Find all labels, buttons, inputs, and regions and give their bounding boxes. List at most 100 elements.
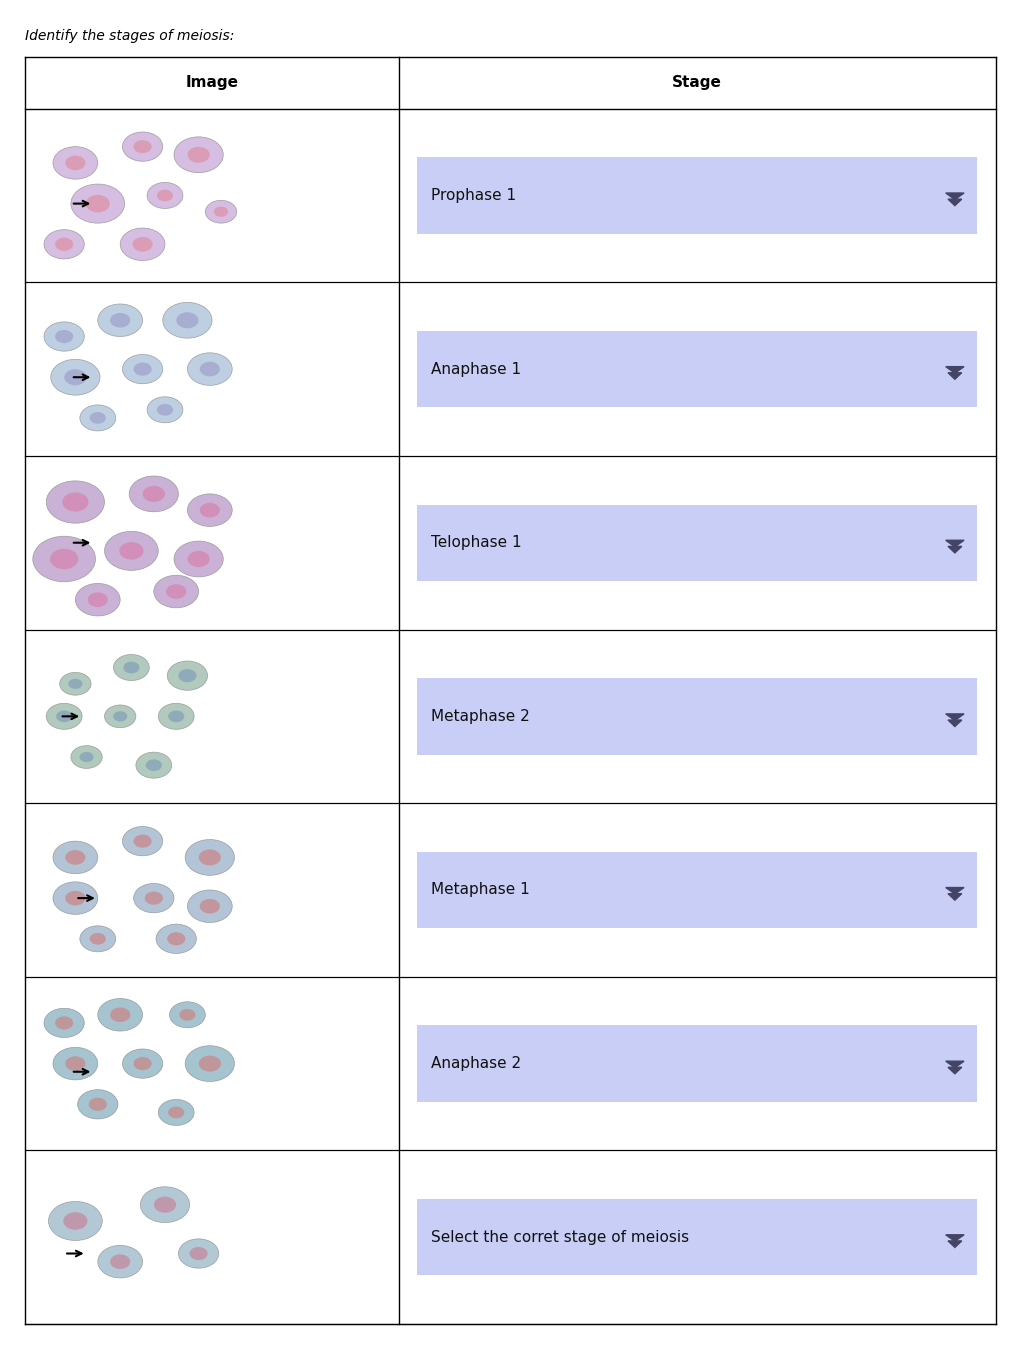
FancyBboxPatch shape <box>417 158 977 234</box>
Circle shape <box>187 551 210 568</box>
Circle shape <box>79 752 94 762</box>
Polygon shape <box>948 546 962 553</box>
Circle shape <box>187 494 232 527</box>
Text: Telophase 1: Telophase 1 <box>431 535 521 550</box>
Circle shape <box>53 841 98 873</box>
Circle shape <box>200 361 220 376</box>
Circle shape <box>86 194 110 212</box>
Circle shape <box>64 369 87 386</box>
Circle shape <box>53 147 98 179</box>
Polygon shape <box>948 720 962 727</box>
Circle shape <box>71 185 124 223</box>
FancyBboxPatch shape <box>417 1199 977 1275</box>
FancyBboxPatch shape <box>417 505 977 581</box>
Circle shape <box>158 1100 194 1126</box>
Circle shape <box>133 884 174 913</box>
Circle shape <box>110 1008 130 1023</box>
Polygon shape <box>946 888 964 894</box>
Circle shape <box>105 705 135 728</box>
Circle shape <box>65 891 86 906</box>
Circle shape <box>133 835 152 847</box>
Circle shape <box>65 156 86 170</box>
Circle shape <box>63 1213 88 1230</box>
Circle shape <box>122 1048 163 1078</box>
Text: Image: Image <box>185 75 238 91</box>
FancyBboxPatch shape <box>417 678 977 755</box>
FancyBboxPatch shape <box>417 1025 977 1101</box>
Circle shape <box>53 881 98 914</box>
Circle shape <box>98 304 143 337</box>
Polygon shape <box>948 1241 962 1248</box>
FancyBboxPatch shape <box>417 851 977 928</box>
Circle shape <box>167 932 185 945</box>
Circle shape <box>44 322 84 352</box>
Polygon shape <box>946 714 964 720</box>
Circle shape <box>133 363 152 376</box>
Circle shape <box>147 397 183 422</box>
Circle shape <box>145 891 163 904</box>
Circle shape <box>187 147 210 163</box>
Circle shape <box>65 850 86 865</box>
Circle shape <box>199 849 221 865</box>
Text: Metaphase 1: Metaphase 1 <box>431 883 529 898</box>
Circle shape <box>157 190 173 201</box>
Circle shape <box>90 411 106 424</box>
Circle shape <box>110 1255 130 1268</box>
Circle shape <box>60 672 91 695</box>
Circle shape <box>206 201 237 223</box>
Circle shape <box>157 403 173 416</box>
Circle shape <box>79 405 116 430</box>
Text: Prophase 1: Prophase 1 <box>431 187 516 202</box>
Circle shape <box>55 330 73 344</box>
Circle shape <box>187 889 232 922</box>
Circle shape <box>122 132 163 162</box>
Circle shape <box>133 140 152 153</box>
Circle shape <box>168 1107 184 1118</box>
Circle shape <box>154 1196 176 1213</box>
Circle shape <box>46 703 82 729</box>
Polygon shape <box>946 540 964 547</box>
Circle shape <box>119 542 144 559</box>
Circle shape <box>168 710 184 722</box>
Circle shape <box>200 899 220 914</box>
Circle shape <box>55 238 73 251</box>
Circle shape <box>140 1187 189 1222</box>
Circle shape <box>156 925 196 953</box>
Polygon shape <box>946 1234 964 1241</box>
Circle shape <box>178 669 196 682</box>
Text: Anaphase 2: Anaphase 2 <box>431 1057 520 1071</box>
Circle shape <box>77 1089 118 1119</box>
Circle shape <box>176 312 199 329</box>
Circle shape <box>49 1202 102 1240</box>
Circle shape <box>89 1097 107 1111</box>
Polygon shape <box>946 367 964 373</box>
Circle shape <box>75 584 120 617</box>
Circle shape <box>129 477 178 512</box>
Circle shape <box>110 312 130 327</box>
Circle shape <box>200 502 220 517</box>
Circle shape <box>147 182 183 209</box>
Polygon shape <box>946 193 964 200</box>
Circle shape <box>56 710 72 722</box>
Circle shape <box>178 1238 219 1268</box>
Circle shape <box>90 933 106 945</box>
Circle shape <box>68 679 82 689</box>
Circle shape <box>185 839 234 876</box>
Polygon shape <box>948 894 962 900</box>
Circle shape <box>62 493 89 512</box>
Circle shape <box>163 303 212 338</box>
Circle shape <box>53 1047 98 1080</box>
Circle shape <box>132 236 153 251</box>
Circle shape <box>46 481 105 523</box>
Circle shape <box>174 540 223 577</box>
Circle shape <box>123 661 139 674</box>
Circle shape <box>122 827 163 856</box>
Text: Anaphase 1: Anaphase 1 <box>431 361 520 376</box>
Circle shape <box>55 1016 73 1029</box>
Circle shape <box>120 228 165 261</box>
Circle shape <box>179 1009 195 1021</box>
Circle shape <box>79 926 116 952</box>
Polygon shape <box>946 1061 964 1067</box>
Circle shape <box>88 592 108 607</box>
Circle shape <box>166 584 186 599</box>
